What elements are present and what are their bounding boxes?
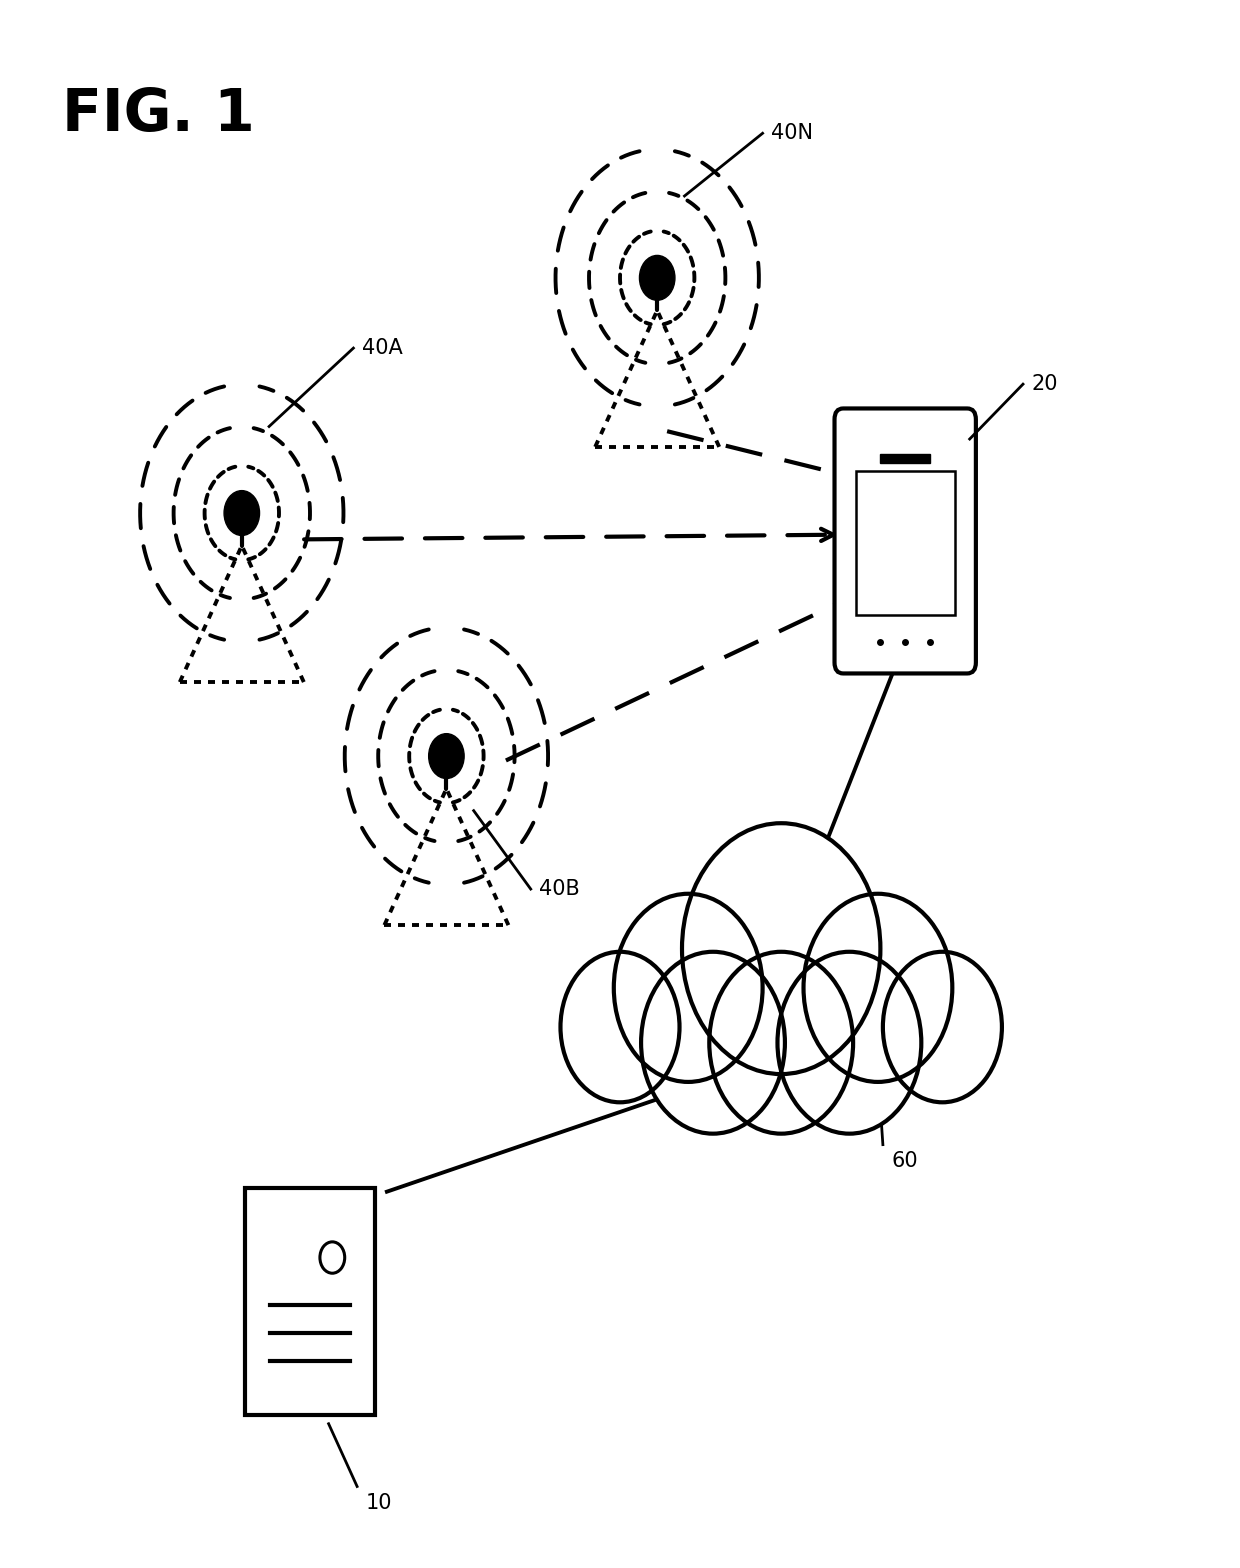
Text: 20: 20 bbox=[1032, 375, 1058, 394]
Text: FIG. 1: FIG. 1 bbox=[62, 86, 254, 143]
Text: 40B: 40B bbox=[539, 880, 580, 898]
Bar bbox=[880, 455, 930, 464]
FancyBboxPatch shape bbox=[835, 409, 976, 674]
Circle shape bbox=[640, 256, 675, 299]
Circle shape bbox=[429, 734, 464, 779]
Text: 10: 10 bbox=[366, 1493, 392, 1513]
Circle shape bbox=[804, 894, 952, 1082]
Circle shape bbox=[641, 952, 785, 1134]
Circle shape bbox=[560, 952, 680, 1102]
Circle shape bbox=[883, 952, 1002, 1102]
Bar bbox=[856, 470, 955, 615]
Bar bbox=[246, 1189, 374, 1414]
Circle shape bbox=[224, 491, 259, 535]
Text: 60: 60 bbox=[892, 1151, 918, 1171]
Circle shape bbox=[320, 1242, 345, 1273]
Text: 40N: 40N bbox=[771, 124, 813, 143]
Circle shape bbox=[709, 952, 853, 1134]
Circle shape bbox=[777, 952, 921, 1134]
Circle shape bbox=[614, 894, 763, 1082]
Text: 40A: 40A bbox=[362, 339, 403, 358]
Circle shape bbox=[682, 823, 880, 1074]
